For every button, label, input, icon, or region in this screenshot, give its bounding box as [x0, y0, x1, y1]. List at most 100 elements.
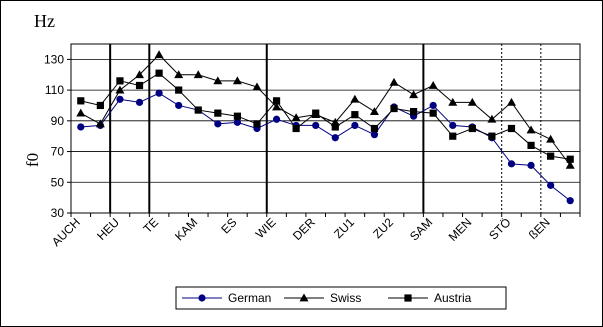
series-line-austria	[80, 72, 571, 160]
series-german	[77, 89, 574, 205]
x-tick-label: HEU	[94, 215, 122, 243]
data-point-german	[449, 121, 457, 130]
data-point-austria	[233, 112, 242, 120]
data-point-austria	[292, 124, 300, 133]
data-point-german	[312, 121, 320, 130]
data-point-swiss	[389, 77, 399, 86]
data-point-austria	[253, 120, 261, 128]
legend-marker-german	[198, 294, 206, 302]
x-tick-label: WIE	[253, 215, 279, 241]
y-unit-label: Hz	[34, 11, 55, 31]
x-tick-label: ZU1	[331, 215, 357, 241]
data-point-swiss	[95, 119, 105, 128]
series-austria	[77, 69, 574, 163]
data-point-german	[370, 131, 379, 139]
data-point-austria	[272, 97, 281, 105]
data-point-austria	[566, 155, 574, 163]
data-point-swiss	[369, 107, 379, 115]
data-point-german	[135, 98, 144, 106]
x-tick-label: DER	[290, 215, 318, 243]
data-point-german	[214, 120, 222, 128]
data-point-swiss	[565, 160, 575, 169]
data-point-austria	[449, 132, 457, 140]
data-point-austria	[390, 104, 398, 113]
series-swiss	[76, 50, 575, 169]
data-point-german	[507, 160, 516, 168]
data-point-swiss	[213, 76, 223, 85]
x-tick-label: MEN	[446, 215, 475, 244]
data-point-austria	[547, 152, 555, 160]
x-tick-label: ES	[218, 215, 239, 236]
data-point-austria	[214, 109, 222, 117]
data-point-austria	[312, 109, 320, 117]
x-tick-label: AUCH	[49, 215, 83, 249]
data-point-german	[331, 134, 339, 142]
y-tick-label: 70	[51, 145, 65, 159]
data-point-swiss	[428, 80, 438, 89]
data-point-german	[155, 89, 163, 97]
data-point-austria	[351, 111, 359, 119]
data-point-swiss	[193, 70, 203, 79]
data-point-german	[272, 115, 281, 123]
data-point-swiss	[526, 125, 536, 134]
data-point-swiss	[135, 70, 145, 79]
data-point-swiss	[252, 82, 262, 91]
data-point-austria	[429, 109, 437, 117]
data-point-austria	[96, 101, 104, 110]
data-point-swiss	[272, 102, 282, 111]
y-tick-labels: 30 50 70 90 110 130	[44, 52, 71, 220]
x-tick-labels: AUCH HEU TE KAM ES WIE DER ZU1 ZU2 SAM MEN STÖ ßEN	[49, 213, 581, 249]
data-point-austria	[507, 124, 516, 133]
y-tick-label: 90	[51, 114, 65, 128]
word-separators	[109, 44, 542, 213]
y-tick-label: 30	[51, 206, 65, 220]
data-point-swiss	[546, 134, 556, 143]
data-point-swiss	[291, 113, 301, 122]
data-point-swiss	[487, 114, 497, 123]
data-point-austria	[468, 124, 476, 133]
series-line-german	[80, 92, 571, 202]
data-point-german	[77, 123, 85, 131]
data-point-swiss	[154, 50, 164, 59]
y-tick-label: 110	[45, 83, 64, 97]
data-point-swiss	[448, 97, 458, 106]
data-point-austria	[135, 81, 144, 90]
data-point-austria	[331, 123, 339, 131]
x-tick-label: KAM	[172, 215, 200, 243]
legend-marker-swiss	[299, 293, 309, 302]
y-tick-label: 50	[51, 175, 65, 189]
data-point-austria	[77, 97, 85, 105]
legend-label-swiss: Swiss	[330, 291, 361, 305]
x-tick-label: ßEN	[526, 215, 553, 242]
data-point-swiss	[350, 94, 360, 103]
plot-area	[70, 43, 581, 214]
gridlines	[71, 58, 580, 183]
data-point-swiss	[174, 70, 184, 79]
legend: German Swiss Austria	[175, 286, 507, 310]
x-tick-label: SAM	[407, 215, 435, 243]
data-point-swiss	[76, 108, 86, 117]
legend-label-german: German	[228, 291, 271, 305]
data-point-german	[351, 121, 359, 130]
y-tick-label: 130	[44, 52, 64, 66]
data-point-german	[547, 181, 555, 189]
data-point-swiss	[506, 97, 516, 106]
data-point-swiss	[409, 90, 419, 99]
data-point-german	[527, 161, 535, 169]
data-point-austria	[527, 141, 535, 149]
data-point-austria	[488, 132, 496, 140]
legend-label-austria: Austria	[434, 291, 472, 305]
data-point-austria	[116, 77, 124, 85]
data-point-swiss	[115, 85, 125, 94]
data-point-swiss	[467, 97, 477, 106]
data-point-austria	[175, 86, 183, 94]
x-tick-label: TE	[140, 215, 161, 236]
data-point-german	[233, 118, 242, 126]
data-point-german	[116, 95, 124, 103]
data-point-austria	[409, 108, 418, 116]
series-group	[76, 50, 575, 205]
data-point-german	[429, 101, 437, 110]
data-point-swiss	[232, 76, 242, 85]
data-point-german	[566, 197, 574, 205]
